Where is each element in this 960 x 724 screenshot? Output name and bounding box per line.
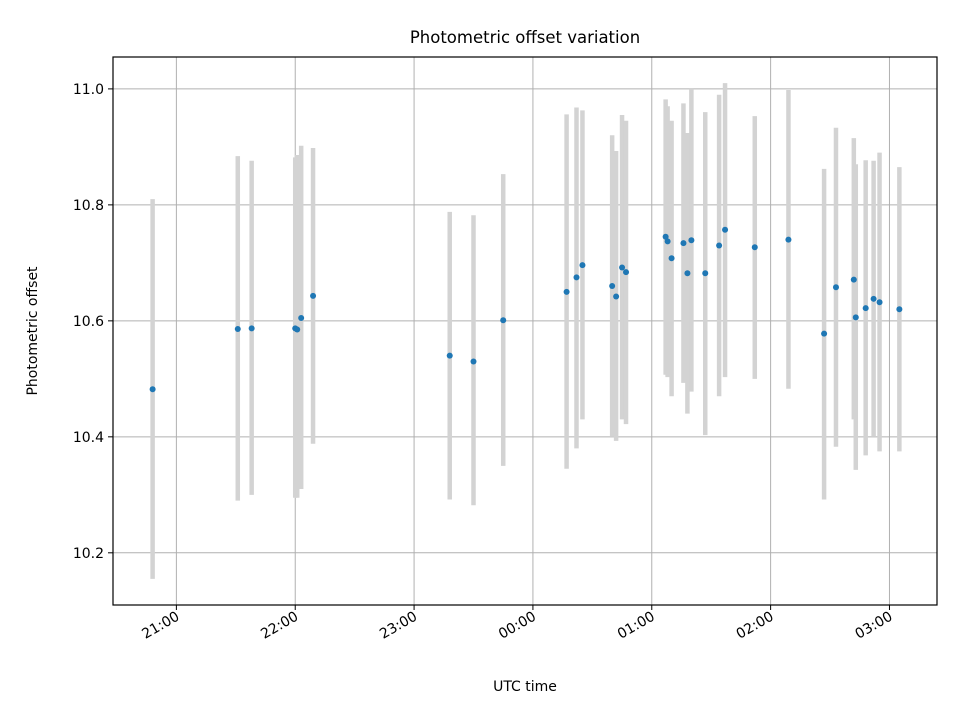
data-point: [500, 317, 507, 324]
data-point: [579, 262, 586, 269]
data-point: [896, 306, 903, 313]
data-point: [446, 352, 453, 359]
data-point: [870, 295, 877, 302]
data-point: [716, 242, 723, 249]
plot-frame: [112, 56, 938, 606]
y-tick-label: 11.0: [73, 82, 104, 98]
data-point: [149, 386, 156, 393]
y-tick-label: 10.8: [73, 198, 104, 214]
data-point: [248, 325, 255, 332]
y-tick-label: 10.6: [73, 314, 104, 330]
y-tick-label: 10.2: [73, 546, 104, 562]
y-axis: 10.2 10.4 10.6 10.8 11.0: [73, 82, 113, 562]
data-point: [623, 269, 630, 276]
data-point: [470, 358, 477, 365]
data-point: [668, 255, 675, 262]
data-point: [662, 233, 669, 240]
data-point: [310, 292, 317, 299]
data-point: [619, 264, 626, 271]
data-point: [680, 240, 687, 247]
data-point: [852, 314, 859, 321]
data-point: [563, 288, 570, 295]
data-point: [234, 325, 241, 332]
data-points: [149, 226, 903, 393]
data-point: [664, 238, 671, 245]
data-point: [702, 270, 709, 277]
chart-title: Photometric offset variation: [410, 28, 640, 47]
data-point: [613, 293, 620, 300]
data-point: [832, 284, 839, 291]
data-point: [722, 226, 729, 233]
data-point: [294, 326, 301, 333]
x-axis-label: UTC time: [493, 679, 557, 695]
data-point: [850, 276, 857, 283]
data-point: [821, 330, 828, 337]
data-point: [862, 305, 869, 312]
data-point: [688, 237, 695, 244]
data-point: [785, 236, 792, 243]
y-axis-label: Photometric offset: [25, 266, 41, 396]
data-point: [609, 283, 616, 290]
data-point: [684, 270, 691, 277]
data-point: [751, 244, 758, 251]
data-point: [876, 299, 883, 306]
data-point: [298, 314, 305, 321]
data-point: [573, 274, 580, 281]
y-tick-label: 10.4: [73, 430, 104, 446]
